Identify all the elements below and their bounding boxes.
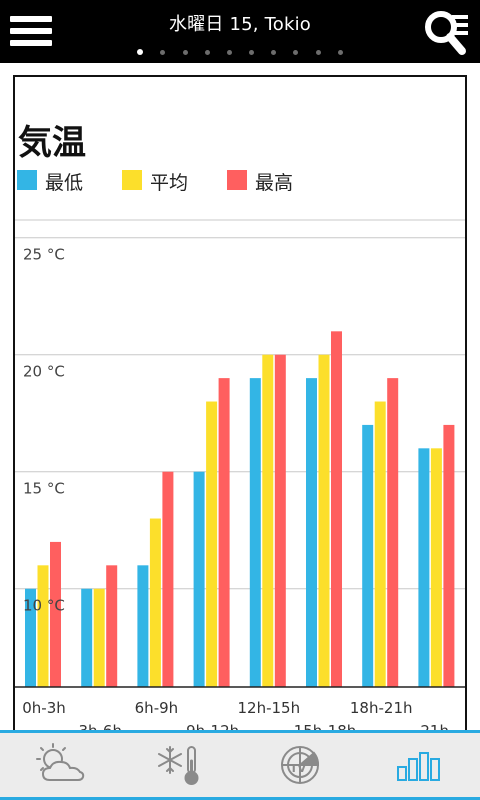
page-dot [204, 49, 210, 55]
bar-min [81, 588, 93, 687]
page-dot [271, 49, 277, 55]
bar-max [106, 565, 118, 687]
chart-title: 気温 [18, 123, 86, 163]
y-tick-label: 10 °C [23, 597, 65, 615]
legend-label-avg: 平均 [150, 172, 189, 194]
top-bar: 水曜日 15, Tokio [0, 0, 480, 63]
legend-swatch-min [17, 170, 37, 190]
page-indicator [0, 49, 480, 57]
x-tick-label: 0h-3h [22, 699, 66, 717]
snow-thermometer-icon [158, 746, 199, 785]
hamburger-menu-icon[interactable] [10, 12, 52, 48]
bar-min [362, 424, 374, 687]
bar-max [443, 424, 455, 687]
bar-max [218, 378, 230, 687]
tv-radar-icon: TV [281, 746, 319, 784]
bar-max [274, 354, 286, 687]
page-dot [182, 49, 188, 55]
page-dot [249, 49, 255, 55]
legend-label-max: 最高 [255, 172, 294, 194]
x-tick-label: 12h-15h [237, 699, 300, 717]
page-title: 水曜日 15, Tokio [168, 14, 312, 35]
menu-bar-line [10, 28, 52, 34]
tab-tv-radar[interactable]: TV [250, 733, 350, 797]
page-dot [337, 49, 343, 55]
cloudy-sun-icon [36, 743, 85, 781]
page-dot [137, 49, 144, 55]
bar-max [331, 331, 342, 687]
svg-text:TV: TV [290, 762, 307, 775]
bar-avg [430, 448, 442, 687]
bar-min [249, 378, 261, 687]
bar-chart-icon [397, 752, 440, 781]
y-tick-label: 20 °C [23, 363, 65, 381]
bar-max [50, 541, 61, 687]
bottom-tab-bar: TV [0, 730, 480, 800]
tab-charts[interactable] [370, 733, 470, 797]
bar-avg [262, 354, 274, 687]
tab-snow-temperature[interactable] [130, 733, 230, 797]
page-dot [160, 49, 166, 55]
bar-min [137, 565, 149, 687]
y-tick-label: 15 °C [23, 480, 65, 498]
bar-avg [206, 401, 218, 687]
temperature-chart-card: 気温 最低 平均 最高 10 °C15 °C20 °C25 °C0h-3h3h-… [13, 75, 467, 775]
menu-bar-line [10, 16, 52, 22]
tab-forecast[interactable] [10, 733, 110, 797]
page-dot [226, 49, 232, 55]
legend-swatch-avg [122, 170, 142, 190]
bar-min [25, 588, 36, 687]
page-dot [293, 49, 299, 55]
bar-min [418, 448, 430, 687]
bar-avg [37, 565, 49, 687]
bar-avg [93, 588, 105, 687]
temperature-bar-chart: 10 °C15 °C20 °C25 °C0h-3h3h-6h6h-9h9h-12… [15, 219, 465, 740]
bar-avg [374, 401, 386, 687]
bar-avg [318, 354, 330, 687]
y-tick-label: 25 °C [23, 246, 65, 264]
legend-swatch-max [227, 170, 247, 190]
bar-min [193, 471, 205, 687]
menu-bar-line [10, 40, 52, 46]
bar-max [162, 471, 174, 687]
search-list-icon[interactable] [422, 8, 474, 58]
x-tick-label: 6h-9h [135, 699, 179, 717]
legend-label-min: 最低 [45, 172, 84, 194]
page-dot [315, 49, 321, 55]
bar-avg [149, 518, 161, 687]
bar-min [306, 378, 317, 687]
x-tick-label: 18h-21h [350, 699, 413, 717]
bar-max [387, 378, 399, 687]
